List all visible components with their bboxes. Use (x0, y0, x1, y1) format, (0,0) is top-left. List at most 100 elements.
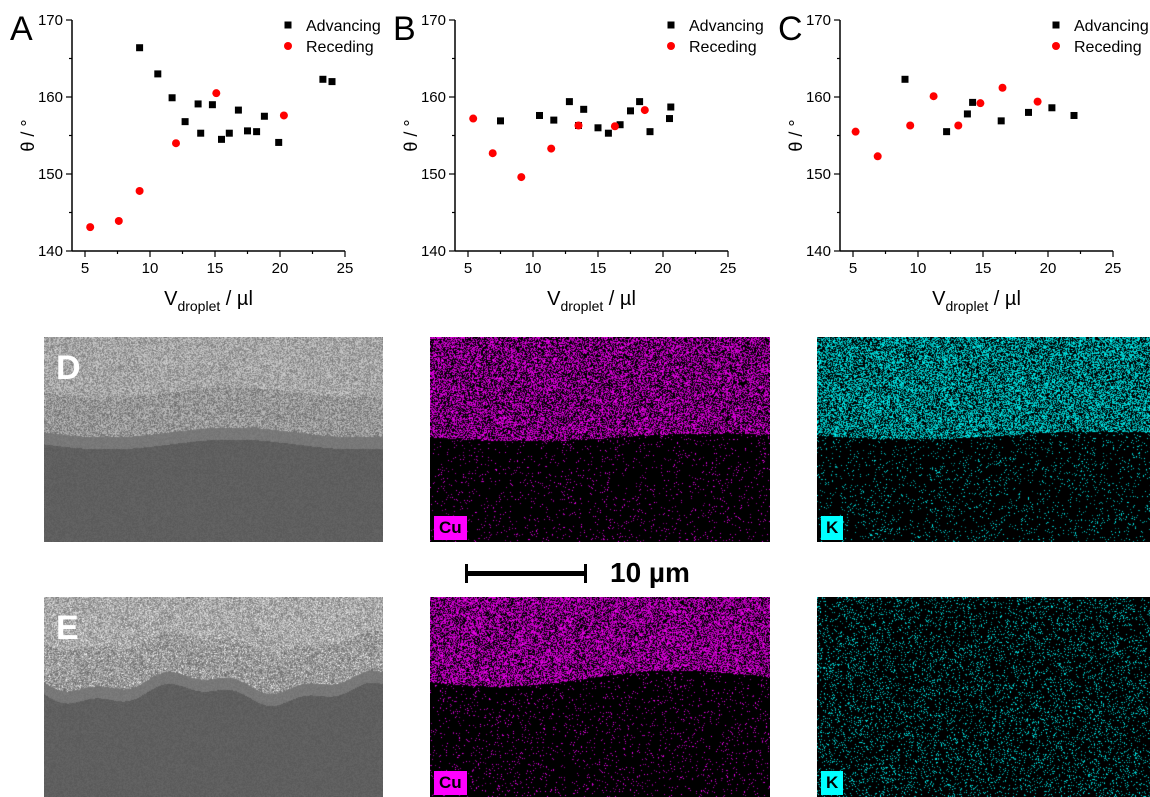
data-point-receding (212, 89, 221, 98)
panel-letter-d: D (56, 349, 81, 387)
data-point-receding (640, 106, 649, 115)
y-tick-label: 140 (806, 243, 831, 260)
data-point-advancing (168, 94, 176, 102)
data-point-receding (610, 122, 619, 131)
data-point-receding (929, 92, 938, 101)
y-tick-label: 160 (38, 89, 63, 106)
y-tick-label: 140 (421, 243, 446, 260)
cu-label-e: Cu (434, 771, 467, 795)
data-point-receding (172, 139, 180, 148)
legend-marker-advancing (667, 21, 675, 29)
x-tick-label: 20 (272, 260, 289, 277)
data-point-advancing (218, 135, 225, 143)
data-point-advancing (244, 127, 251, 135)
k-map-e: K (817, 597, 1150, 797)
x-tick-label: 15 (207, 260, 224, 277)
y-tick-label: 170 (421, 12, 446, 29)
data-point-advancing (497, 117, 504, 125)
x-tick-label: 5 (464, 260, 472, 277)
data-point-receding (954, 121, 963, 130)
data-point-receding (1033, 97, 1042, 106)
legend-marker-receding (1052, 42, 1060, 50)
legend-label-advancing: Advancing (1074, 18, 1149, 35)
k-map-d: K (817, 337, 1150, 542)
legend-label-receding: Receding (306, 39, 374, 56)
data-point-receding (976, 99, 985, 108)
data-point-advancing (260, 112, 268, 120)
sem-image-d: D (44, 337, 383, 542)
x-tick-label: 10 (525, 260, 542, 277)
x-tick-label: 5 (81, 260, 89, 277)
data-point-advancing (253, 128, 261, 136)
data-point-advancing (943, 128, 951, 136)
data-point-advancing (580, 105, 588, 113)
data-point-receding (574, 121, 583, 130)
cu-label-d: Cu (434, 516, 467, 540)
legend-label-advancing: Advancing (689, 18, 764, 35)
data-point-advancing (208, 101, 216, 109)
data-point-advancing (225, 129, 233, 137)
data-point-advancing (997, 117, 1005, 125)
data-point-receding (279, 111, 288, 120)
x-tick-label: 25 (720, 260, 737, 277)
y-tick-label: 150 (38, 166, 63, 183)
panel-letter-b: B (393, 10, 416, 48)
data-point-receding (86, 223, 95, 232)
data-point-advancing (536, 111, 543, 119)
x-tick-label: 15 (590, 260, 607, 277)
chart-b: 5 10 15 20 25 140 150 160 170 θ / ° Vdroplet / µl A… (401, 12, 764, 314)
data-point-advancing (666, 115, 673, 123)
data-point-receding (906, 121, 915, 130)
y-tick-label: 170 (38, 12, 63, 29)
scale-bar-label: 10 µm (610, 557, 690, 588)
panel-letter-a: A (10, 10, 33, 48)
scale-bar (465, 564, 587, 583)
y-tick-label: 160 (806, 89, 831, 106)
data-point-advancing (136, 44, 144, 52)
data-point-receding (469, 114, 478, 123)
k-label-d: K (821, 516, 844, 540)
x-tick-label: 10 (910, 260, 927, 277)
panel-letter-e: E (56, 609, 79, 647)
data-point-advancing (604, 129, 612, 137)
legend-marker-advancing (284, 21, 292, 29)
legend-label-receding: Receding (1074, 39, 1142, 56)
data-point-advancing (319, 75, 327, 83)
data-point-advancing (234, 106, 242, 114)
y-axis-label: θ / ° (18, 119, 38, 151)
data-point-receding (851, 127, 860, 136)
data-point-receding (488, 149, 497, 158)
data-point-advancing (565, 98, 573, 106)
legend-marker-receding (667, 42, 675, 50)
y-tick-label: 160 (421, 89, 446, 106)
data-point-advancing (181, 118, 189, 126)
data-point-advancing (627, 107, 634, 115)
data-point-advancing (636, 98, 644, 106)
data-point-receding (517, 173, 526, 182)
data-point-advancing (550, 116, 558, 124)
legend-label-receding: Receding (689, 39, 757, 56)
data-point-receding (547, 144, 556, 153)
data-point-advancing (594, 124, 602, 132)
x-tick-label: 5 (849, 260, 857, 277)
chart-a: 5 10 15 20 25 140 150 160 170 θ / ° Vdroplet / µl A… (18, 12, 381, 314)
panel-letter-c: C (778, 10, 803, 48)
data-point-advancing (194, 100, 202, 108)
legend-marker-advancing (1052, 21, 1060, 29)
cu-map-d: Cu (430, 337, 770, 542)
data-point-receding (873, 152, 882, 161)
data-point-receding (998, 83, 1007, 92)
data-point-advancing (646, 128, 654, 136)
chart-c: 5 10 15 20 25 140 150 160 170 θ / ° Vdroplet / µl A… (786, 12, 1149, 314)
data-point-advancing (901, 75, 909, 83)
data-point-advancing (1070, 111, 1078, 119)
y-tick-label: 150 (421, 166, 446, 183)
data-point-receding (114, 216, 123, 225)
data-point-receding (135, 186, 144, 195)
data-point-advancing (197, 129, 205, 137)
legend-label-advancing: Advancing (306, 18, 381, 35)
x-axis-label: Vdroplet / µl (932, 288, 1021, 314)
legend-marker-receding (284, 42, 292, 50)
data-point-advancing (1025, 108, 1032, 116)
y-tick-label: 150 (806, 166, 831, 183)
